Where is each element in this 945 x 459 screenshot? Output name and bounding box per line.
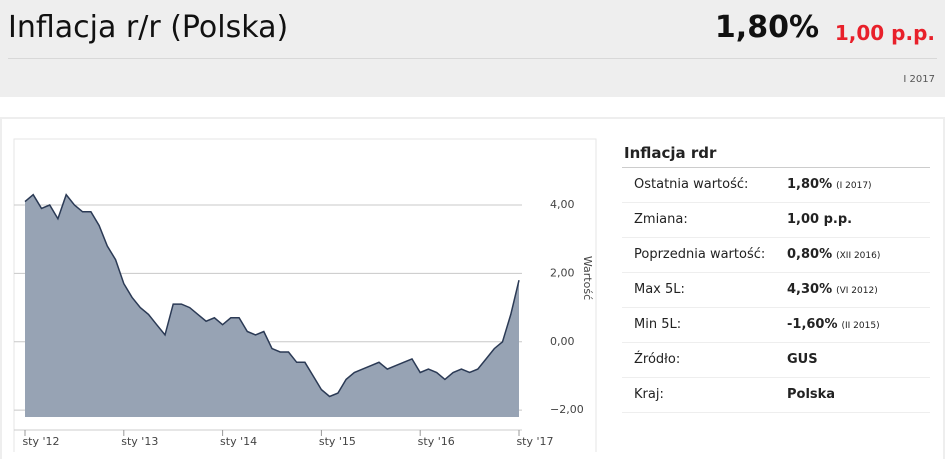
row-label: Min 5L: bbox=[634, 317, 682, 332]
row-value: -1,60% (II 2015) bbox=[787, 308, 880, 343]
table-row: Poprzednia wartość: 0,80% (XII 2016) bbox=[622, 238, 930, 273]
table-row: Min 5L: -1,60% (II 2015) bbox=[622, 308, 930, 343]
x-tick-label: sty '17 bbox=[516, 435, 553, 448]
y-tick-label: −2,00 bbox=[550, 403, 584, 416]
current-value: 1,80% bbox=[714, 10, 819, 45]
y-tick-label: 2,00 bbox=[550, 266, 575, 279]
area-fill bbox=[25, 194, 519, 417]
header: Inflacja r/r (Polska) 1,80% 1,00 p.p. I … bbox=[0, 0, 945, 97]
row-note: (XII 2016) bbox=[836, 251, 881, 261]
x-tick-label: sty '15 bbox=[319, 435, 356, 448]
row-value: 0,80% (XII 2016) bbox=[787, 238, 880, 273]
row-value: Polska bbox=[787, 378, 835, 412]
row-label: Źródło: bbox=[634, 352, 681, 367]
change: 1,00 p.p. bbox=[834, 21, 935, 45]
info-table: Inflacja rdr Ostatnia wartość: 1,80% (I 20… bbox=[622, 140, 930, 413]
value-text: GUS bbox=[787, 352, 818, 367]
x-tick-label: sty '12 bbox=[22, 435, 59, 448]
x-tick-label: sty '16 bbox=[418, 435, 455, 448]
row-value: 1,80% (I 2017) bbox=[787, 168, 872, 203]
row-value: 1,00 p.p. bbox=[787, 203, 852, 237]
row-note: (I 2017) bbox=[836, 181, 872, 191]
table-row: Kraj: Polska bbox=[622, 378, 930, 413]
row-value: GUS bbox=[787, 343, 818, 377]
date: I 2017 bbox=[903, 74, 935, 85]
y-tick-label: 0,00 bbox=[550, 335, 575, 348]
row-value: 4,30% (VI 2012) bbox=[787, 273, 878, 308]
y-tick-label: 4,00 bbox=[550, 198, 575, 211]
value-text: 1,00 p.p. bbox=[787, 212, 853, 227]
row-label: Poprzednia wartość: bbox=[634, 247, 766, 262]
x-tick-label: sty '13 bbox=[121, 435, 158, 448]
panel bbox=[0, 117, 945, 459]
table-row: Źródło: GUS bbox=[622, 343, 930, 378]
page-title: Inflacja r/r (Polska) bbox=[8, 10, 289, 45]
table-title: Inflacja rdr bbox=[622, 140, 930, 168]
row-label: Zmiana: bbox=[634, 212, 688, 227]
row-label: Max 5L: bbox=[634, 282, 685, 297]
table-row: Max 5L: 4,30% (VI 2012) bbox=[622, 273, 930, 308]
table-row: Ostatnia wartość: 1,80% (I 2017) bbox=[622, 168, 930, 203]
x-tick-label: sty '14 bbox=[220, 435, 257, 448]
value-text: 0,80% bbox=[787, 247, 833, 262]
row-label: Kraj: bbox=[634, 387, 664, 402]
row-note: (VI 2012) bbox=[836, 286, 878, 296]
row-label: Ostatnia wartość: bbox=[634, 177, 749, 192]
row-note: (II 2015) bbox=[841, 321, 880, 331]
area-line bbox=[24, 193, 520, 398]
y-axis-label: Wartość bbox=[581, 256, 594, 300]
value-text: -1,60% bbox=[787, 317, 838, 332]
value-text: 4,30% bbox=[787, 282, 833, 297]
divider bbox=[8, 58, 937, 59]
table-row: Zmiana: 1,00 p.p. bbox=[622, 203, 930, 238]
value-text: 1,80% bbox=[787, 177, 833, 192]
value-text: Polska bbox=[787, 387, 836, 402]
